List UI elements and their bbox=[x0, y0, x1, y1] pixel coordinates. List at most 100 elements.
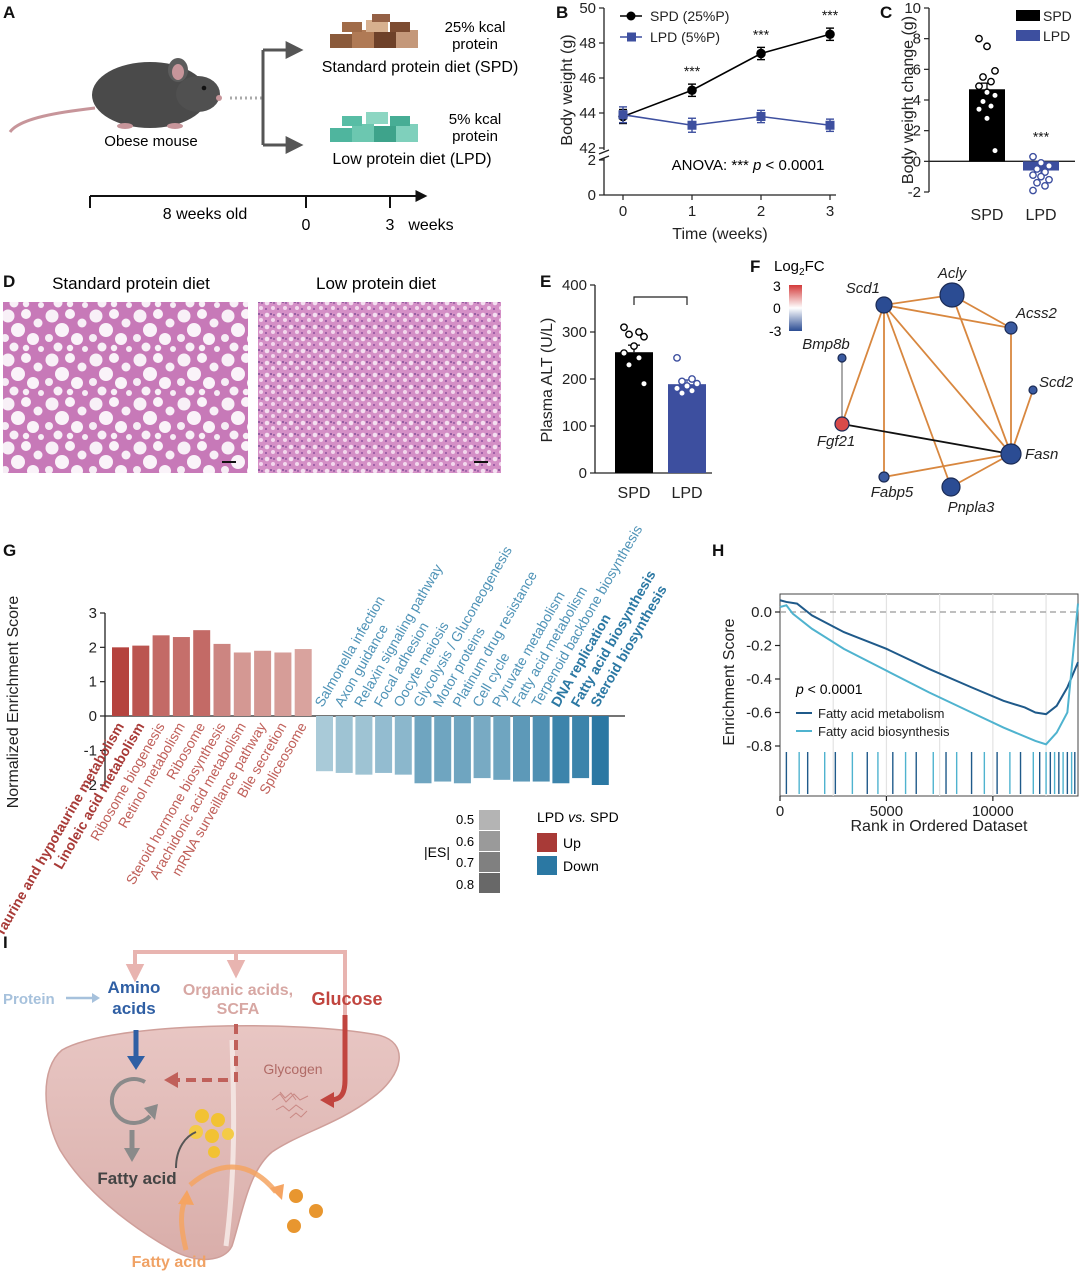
individual-point bbox=[620, 323, 628, 332]
y-tick-label: -2 bbox=[84, 777, 97, 794]
individual-point bbox=[630, 342, 638, 350]
y-tick-label: 400 bbox=[562, 277, 587, 294]
x-tick-label: 1 bbox=[688, 203, 696, 220]
anova-prefix: ANOVA: *** bbox=[672, 157, 753, 174]
legend-down: Down bbox=[563, 858, 599, 874]
bar-spd bbox=[615, 352, 653, 473]
individual-point bbox=[1033, 165, 1041, 173]
organic-acid-arrow-head bbox=[164, 1072, 178, 1088]
es-legend-title: |ES| bbox=[424, 844, 450, 860]
individual-point bbox=[683, 382, 691, 390]
individual-point bbox=[625, 360, 633, 369]
diet-branch-arrows bbox=[230, 41, 304, 154]
significance-label: *** bbox=[822, 7, 839, 23]
anova-p: p bbox=[752, 157, 761, 174]
y-tick-label: -0.8 bbox=[746, 738, 772, 755]
spd-pct: 25% kcal bbox=[445, 19, 506, 36]
node-label-fabp5: Fabp5 bbox=[871, 484, 914, 501]
fatty-acid-in-label: Fatty acid bbox=[132, 1254, 207, 1271]
category-label: LPD bbox=[1025, 207, 1056, 224]
individual-point bbox=[991, 66, 999, 75]
individual-point bbox=[688, 375, 696, 383]
y-tick-label: 200 bbox=[562, 371, 587, 388]
node-scd1 bbox=[875, 296, 893, 314]
es-legend-3: 0.8 bbox=[456, 877, 474, 892]
individual-point bbox=[979, 97, 987, 106]
individual-point bbox=[673, 384, 681, 393]
fatty-acid-to-droplet-arrow bbox=[175, 1131, 197, 1169]
individual-point bbox=[635, 353, 643, 362]
y-tick-label: -0.6 bbox=[746, 705, 772, 722]
series-line bbox=[622, 33, 831, 118]
down-bar bbox=[434, 716, 452, 782]
legend-swatch bbox=[1016, 30, 1040, 41]
spd-food-icon bbox=[330, 14, 418, 48]
edge-scd1-fasn bbox=[883, 304, 1012, 455]
timeline-t0: 0 bbox=[302, 217, 311, 234]
panel-d: D Standard protein diet Low protein diet bbox=[3, 272, 501, 473]
lipid-export-arrow-head bbox=[270, 1184, 284, 1200]
individual-point bbox=[991, 146, 999, 155]
node-fasn bbox=[1000, 443, 1022, 465]
timeline-unit: weeks bbox=[407, 217, 453, 234]
down-swatch bbox=[537, 856, 557, 875]
node-bmp8b bbox=[837, 353, 847, 363]
spd-unit: protein bbox=[452, 36, 498, 53]
panel-h-letter: H bbox=[712, 541, 724, 560]
individual-point bbox=[983, 42, 991, 51]
individual-point bbox=[975, 105, 983, 114]
category-label: SPD bbox=[618, 485, 651, 502]
y-axis-title: Normalized Enrichment Score bbox=[5, 596, 22, 809]
individual-point bbox=[640, 332, 648, 341]
recycle-arrows bbox=[125, 950, 347, 1030]
lpd-unit: protein bbox=[452, 128, 498, 145]
exported-lipid-2 bbox=[309, 1204, 323, 1218]
y-axis-title: Body weight (g) bbox=[559, 34, 576, 145]
bar-spd bbox=[969, 89, 1005, 162]
legend-label: Fatty acid metabolism bbox=[818, 706, 944, 721]
individual-point bbox=[975, 82, 983, 91]
panel-i-letter: I bbox=[3, 933, 8, 952]
data-point bbox=[756, 48, 766, 59]
panel-d-letter: D bbox=[3, 272, 15, 291]
up-bar bbox=[294, 649, 312, 716]
direction-legend-vs: vs. bbox=[568, 809, 586, 825]
y-axis-title: Enrichment Score bbox=[721, 618, 738, 745]
log2fc-colorbar bbox=[789, 285, 802, 331]
panel-e: E 0 100 200 300 400 Plasma ALT (U/L) SPD LPD bbox=[539, 272, 712, 502]
panel-g-letter: G bbox=[3, 541, 16, 560]
edge-fabp5-fasn bbox=[883, 453, 1012, 478]
down-bar bbox=[394, 716, 412, 775]
up-bar bbox=[254, 650, 272, 716]
individual-point bbox=[1029, 171, 1037, 180]
y-tick-label: 42 bbox=[579, 140, 596, 157]
y-tick-label: -1 bbox=[84, 743, 97, 760]
up-swatch bbox=[537, 833, 557, 852]
y-tick-label: 6 bbox=[913, 61, 921, 78]
individual-point bbox=[1045, 175, 1053, 184]
y-axis-title: Body weight change (g) bbox=[900, 16, 917, 184]
legend-marker bbox=[627, 32, 636, 42]
exported-lipid-1 bbox=[289, 1189, 303, 1203]
direction-legend-title: LPD vs. SPD bbox=[537, 809, 619, 825]
liver-ligament bbox=[223, 1039, 237, 1247]
node-label-acss2: Acss2 bbox=[1015, 305, 1058, 322]
individual-point bbox=[983, 114, 991, 123]
panel-f-letter: F bbox=[750, 257, 760, 276]
amino-label-1: Amino bbox=[108, 978, 161, 997]
exported-lipid-3 bbox=[287, 1219, 301, 1233]
category-label: SPD bbox=[971, 207, 1004, 224]
y-tick-label: 44 bbox=[579, 105, 596, 122]
node-acss2 bbox=[1004, 321, 1018, 335]
data-point bbox=[687, 85, 697, 96]
individual-point bbox=[635, 328, 643, 336]
gsea-p-label: p bbox=[795, 681, 804, 697]
down-bar bbox=[552, 716, 570, 784]
node-label-fgf21: Fgf21 bbox=[817, 433, 855, 450]
up-bar bbox=[152, 635, 170, 716]
node-label-acly: Acly bbox=[937, 265, 968, 282]
edge-scd1-fgf21 bbox=[841, 304, 885, 425]
es-curve bbox=[779, 603, 1079, 746]
